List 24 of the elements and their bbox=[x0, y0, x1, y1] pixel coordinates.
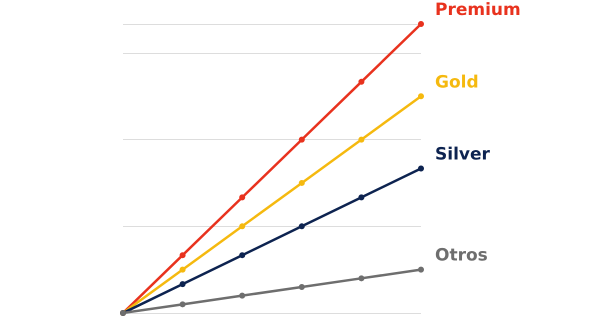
point bbox=[358, 275, 364, 282]
point bbox=[180, 266, 186, 273]
point bbox=[418, 166, 424, 172]
point bbox=[358, 78, 364, 85]
series-label: Gold bbox=[435, 72, 479, 92]
point bbox=[180, 252, 186, 258]
point bbox=[298, 223, 305, 230]
point bbox=[298, 180, 305, 186]
series-label: Silver bbox=[435, 144, 491, 164]
series-label: Premium bbox=[435, 0, 521, 20]
series-label: Otros bbox=[435, 246, 488, 266]
point bbox=[239, 292, 246, 299]
point bbox=[180, 281, 186, 288]
point bbox=[298, 284, 305, 290]
point bbox=[418, 21, 424, 27]
point bbox=[180, 301, 186, 308]
point bbox=[298, 136, 305, 143]
point bbox=[239, 252, 246, 258]
point bbox=[358, 194, 364, 200]
point bbox=[358, 136, 364, 143]
point bbox=[239, 223, 246, 230]
point bbox=[418, 266, 424, 273]
point bbox=[418, 93, 424, 100]
point bbox=[239, 194, 246, 200]
